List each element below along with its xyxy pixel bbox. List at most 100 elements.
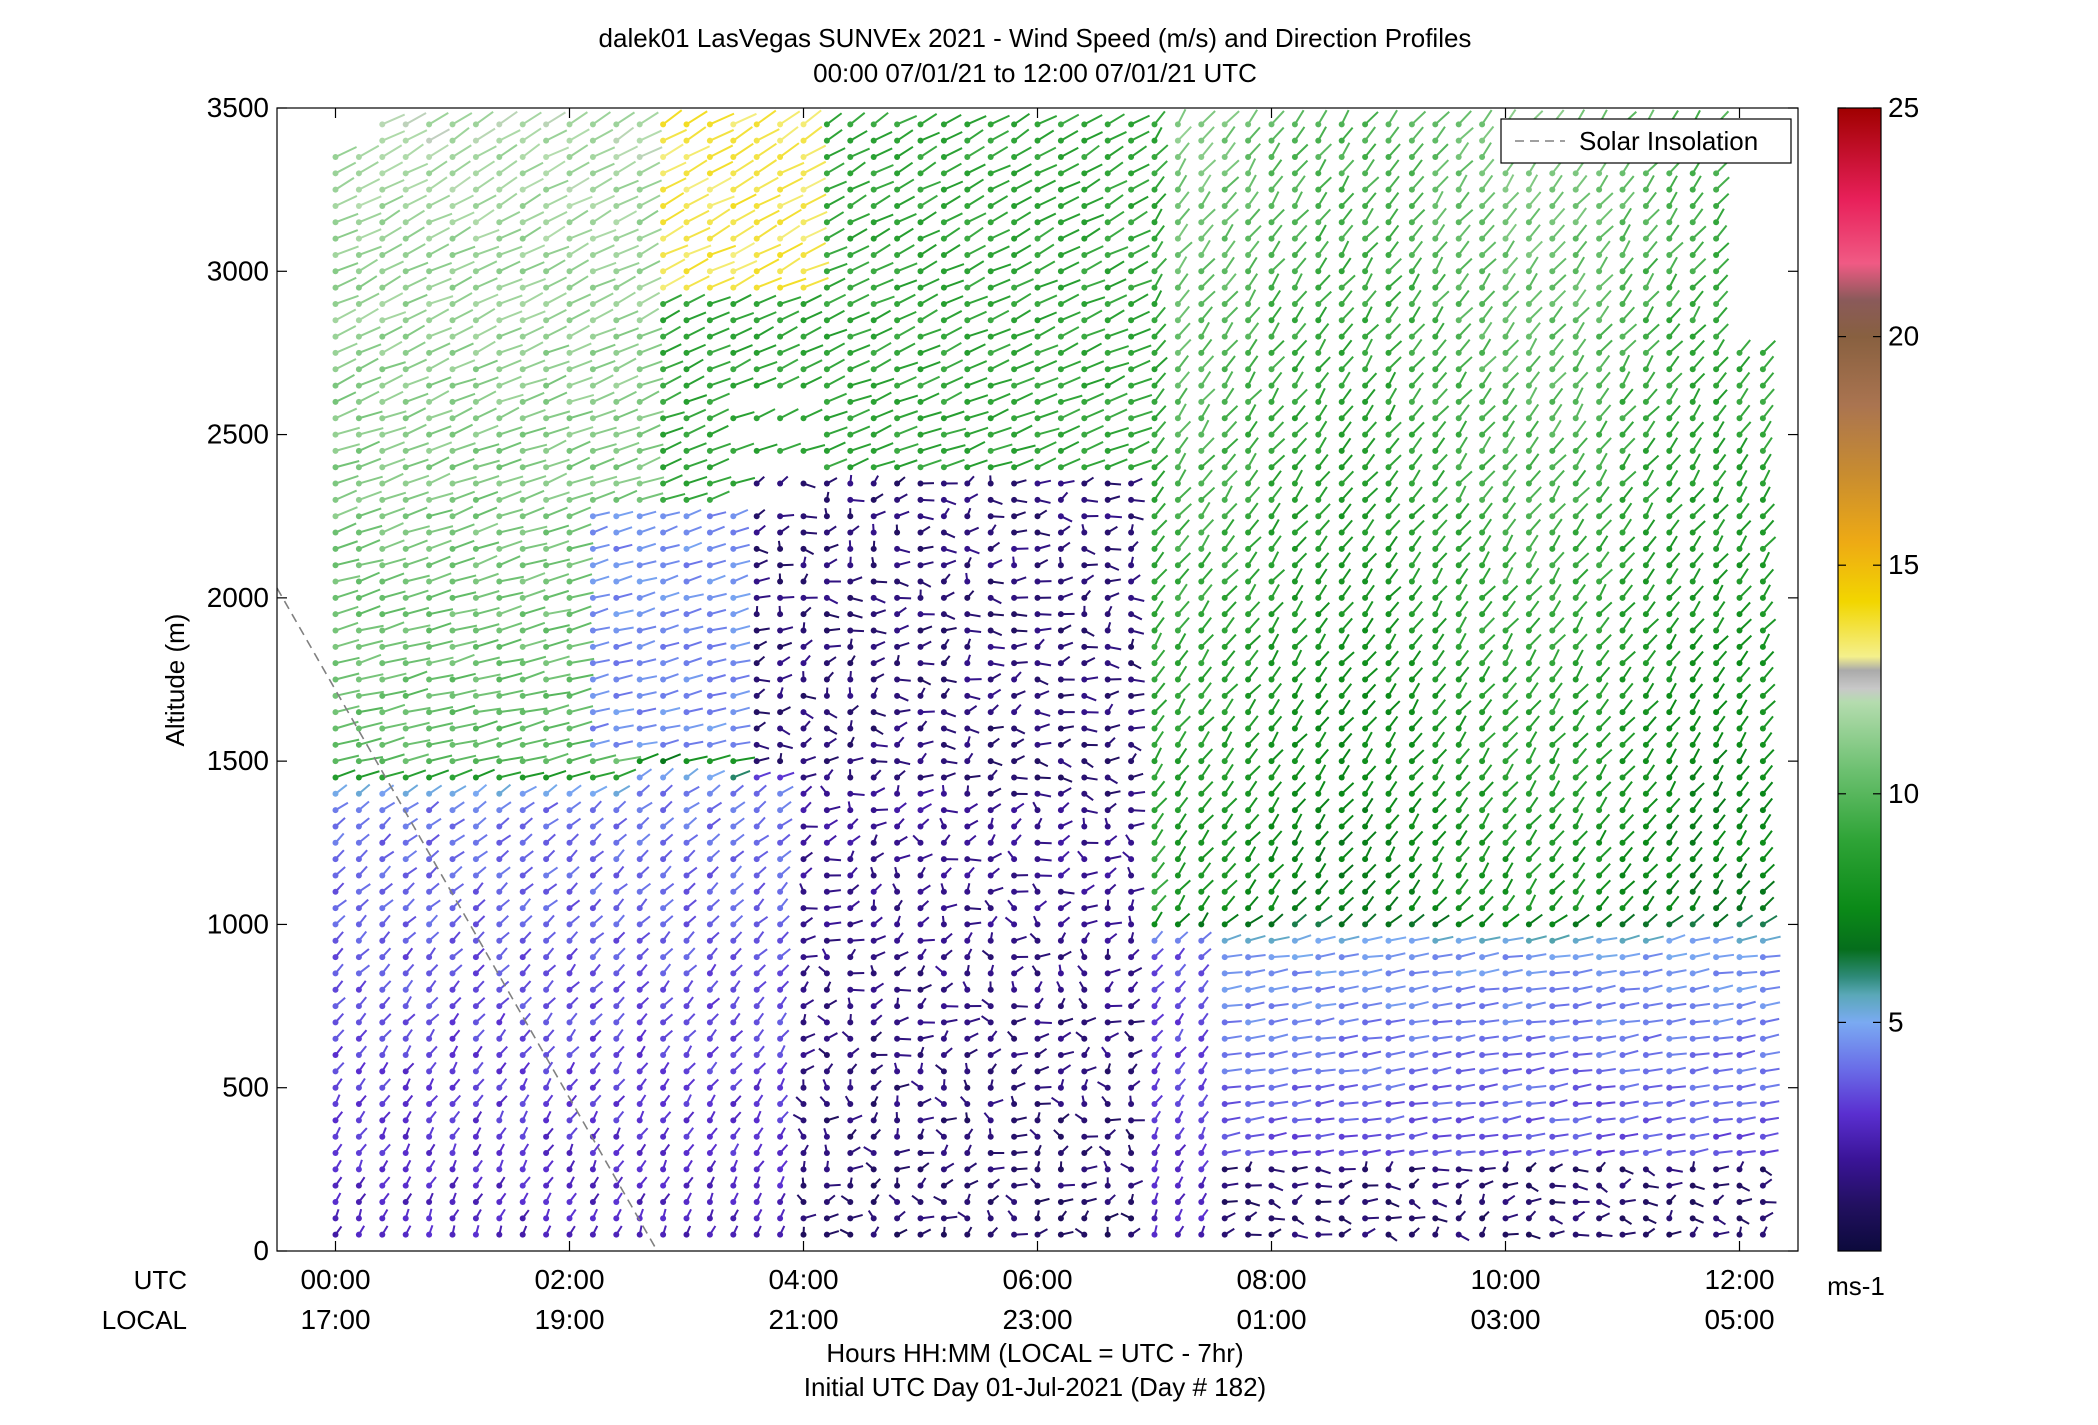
wind-barb-point — [355, 872, 362, 879]
wind-barb-point — [660, 790, 667, 797]
wind-barb-point — [964, 823, 971, 830]
wind-barb-point — [566, 692, 573, 699]
wind-barb-stem — [826, 358, 845, 371]
wind-barb-point — [753, 1231, 760, 1238]
wind-barb-point — [777, 219, 784, 226]
wind-barb-point — [355, 1182, 362, 1189]
wind-barb-point — [566, 333, 573, 340]
wind-barb-stem — [358, 195, 382, 207]
wind-barb-point — [332, 954, 339, 961]
wind-barb-point — [426, 1052, 433, 1059]
wind-barb-point — [706, 349, 713, 356]
wind-barb-point — [847, 1133, 854, 1140]
wind-barb-point — [566, 317, 573, 324]
wind-barb-point — [1104, 954, 1111, 961]
wind-barb-stem — [1083, 131, 1103, 142]
wind-barb-point — [1057, 578, 1064, 585]
wind-barb-point — [706, 839, 713, 846]
wind-barb-point — [449, 921, 456, 928]
wind-barb-point — [1034, 153, 1041, 160]
wind-barb-point — [472, 513, 479, 520]
wind-barb-point — [355, 594, 362, 601]
wind-barb-point — [355, 153, 362, 160]
wind-barb-point — [402, 170, 409, 177]
wind-barb-point — [823, 284, 830, 291]
wind-barb-point — [1151, 480, 1158, 487]
wind-barb-stem — [1060, 376, 1081, 387]
wind-barb-point — [332, 202, 339, 209]
wind-barb-stem — [873, 147, 893, 158]
wind-barb-stem — [1083, 144, 1100, 158]
wind-barb-point — [870, 954, 877, 961]
wind-barb-point — [1104, 268, 1111, 275]
wind-barb-point — [1034, 447, 1041, 454]
wind-barb-point — [472, 1231, 479, 1238]
wind-barb-point — [917, 807, 924, 814]
wind-barb-point — [543, 725, 550, 732]
wind-barb-stem — [569, 573, 593, 583]
wind-barb-point — [823, 545, 830, 552]
wind-barb-point — [987, 1166, 994, 1173]
wind-barb-point — [402, 464, 409, 471]
wind-barb-stem — [405, 324, 426, 338]
wind-barb-stem — [662, 492, 686, 501]
wind-barb-point — [589, 888, 596, 895]
wind-barb-stem — [639, 260, 661, 273]
wind-barb-point — [543, 545, 550, 552]
wind-barb-point — [1128, 660, 1135, 667]
wind-barb-point — [355, 235, 362, 242]
wind-barb-point — [332, 872, 339, 879]
wind-barb-point — [636, 888, 643, 895]
wind-barb-point — [730, 807, 737, 814]
wind-barb-point — [870, 921, 877, 928]
wind-barb-point — [777, 660, 784, 667]
wind-barb-stem — [826, 180, 847, 191]
wind-barb-point — [823, 317, 830, 324]
wind-barb-point — [987, 611, 994, 618]
wind-barb-point — [800, 1199, 807, 1206]
wind-barb-stem — [966, 459, 988, 469]
wind-barb-stem — [639, 410, 664, 420]
wind-barb-point — [940, 1199, 947, 1206]
wind-barb-stem — [499, 720, 522, 730]
wind-barb-stem — [826, 128, 843, 142]
wind-barb-point — [1151, 790, 1158, 797]
wind-barb-point — [636, 300, 643, 307]
wind-barb-point — [426, 235, 433, 242]
wind-barb-point — [1011, 611, 1018, 618]
wind-barb-stem — [381, 539, 405, 550]
wind-barb-point — [917, 676, 924, 683]
wind-barb-point — [449, 366, 456, 373]
wind-barb-point — [706, 921, 713, 928]
wind-barb-point — [987, 627, 994, 634]
wind-barb-point — [1057, 905, 1064, 912]
wind-barb-point — [543, 513, 550, 520]
wind-barb-stem — [405, 506, 428, 518]
wind-barb-point — [730, 1019, 737, 1026]
wind-barb-point — [496, 905, 503, 912]
wind-barb-point — [636, 986, 643, 993]
wind-barb-point — [636, 398, 643, 405]
wind-barb-point — [987, 1019, 994, 1026]
wind-barb-stem — [1130, 260, 1149, 273]
wind-barb-point — [543, 611, 550, 618]
wind-barb-stem — [428, 212, 453, 224]
wind-barb-point — [355, 676, 362, 683]
wind-barb-point — [870, 366, 877, 373]
wind-barb-point — [589, 1035, 596, 1042]
wind-barb-point — [917, 121, 924, 128]
wind-barb-stem — [358, 770, 380, 779]
wind-barb-stem — [756, 243, 782, 256]
wind-barb-point — [964, 382, 971, 389]
wind-barb-stem — [405, 162, 429, 175]
wind-barb-point — [543, 676, 550, 683]
wind-barb-stem — [779, 177, 804, 191]
wind-barb-stem — [381, 311, 407, 322]
wind-barb-stem — [990, 114, 1010, 126]
wind-barb-stem — [615, 327, 639, 338]
wind-barb-point — [1151, 578, 1158, 585]
wind-barb-stem — [545, 292, 567, 305]
wind-barb-point — [543, 1003, 550, 1010]
wind-barb-point — [355, 219, 362, 226]
wind-barb-stem — [849, 311, 870, 322]
